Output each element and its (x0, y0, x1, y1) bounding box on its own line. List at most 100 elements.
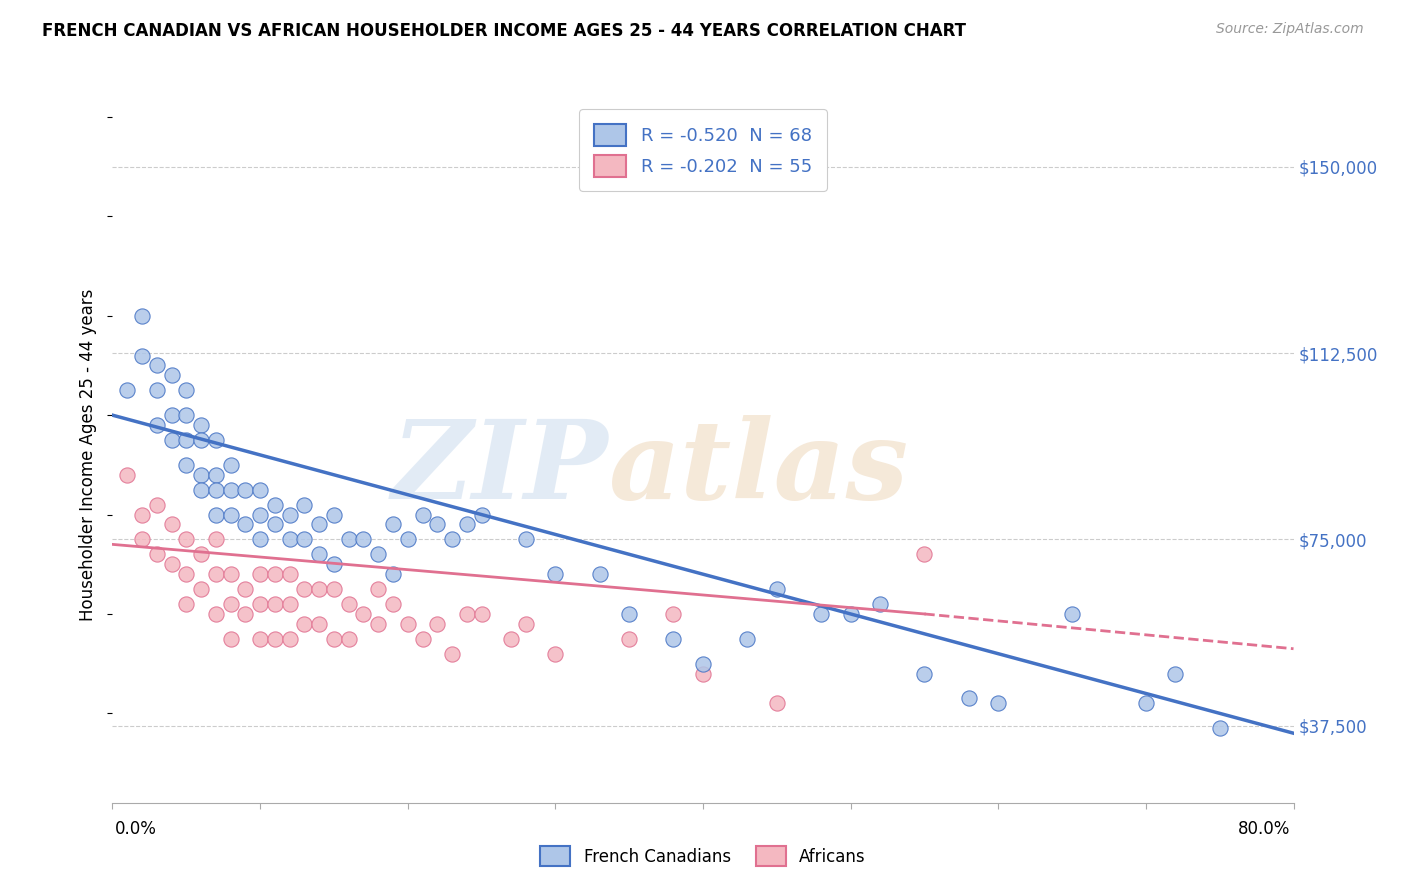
Point (441, 647, 464, 661)
Point (396, 533, 419, 547)
Point (323, 508, 346, 522)
Point (839, 607, 862, 621)
Point (174, 384, 197, 398)
Text: ZIP: ZIP (392, 415, 609, 523)
Y-axis label: Householder Income Ages 25 - 44 years: Householder Income Ages 25 - 44 years (79, 289, 97, 621)
Point (337, 597, 360, 611)
Point (352, 533, 374, 547)
Point (146, 498, 169, 512)
Point (278, 632, 301, 646)
Point (470, 607, 494, 621)
Point (292, 533, 315, 547)
Point (737, 632, 759, 646)
Point (249, 483, 271, 497)
Point (426, 517, 449, 532)
Point (174, 567, 197, 582)
Point (278, 597, 301, 611)
Point (233, 517, 256, 532)
Point (264, 498, 287, 512)
Point (219, 483, 242, 497)
Point (174, 597, 197, 611)
Point (219, 508, 242, 522)
Point (160, 558, 183, 572)
Point (441, 533, 464, 547)
Point (233, 483, 256, 497)
Point (160, 368, 183, 383)
Point (205, 567, 228, 582)
Point (233, 582, 256, 596)
Point (131, 349, 153, 363)
Point (190, 418, 212, 433)
Point (1062, 607, 1084, 621)
Point (190, 582, 212, 596)
Legend: French Canadians, Africans: French Canadians, Africans (531, 838, 875, 875)
Point (308, 616, 330, 631)
Point (501, 632, 523, 646)
Point (249, 632, 271, 646)
Point (205, 508, 228, 522)
Point (190, 467, 212, 482)
Point (692, 657, 714, 671)
Point (308, 547, 330, 561)
Point (117, 384, 138, 398)
Point (766, 697, 789, 711)
Point (264, 517, 287, 532)
Point (352, 607, 374, 621)
Point (146, 384, 169, 398)
Point (292, 582, 315, 596)
Point (544, 647, 567, 661)
Point (190, 483, 212, 497)
Point (308, 517, 330, 532)
Text: Source: ZipAtlas.com: Source: ZipAtlas.com (1216, 22, 1364, 37)
Point (205, 433, 228, 447)
Point (810, 607, 832, 621)
Point (205, 533, 228, 547)
Point (619, 632, 641, 646)
Point (766, 582, 789, 596)
Point (382, 597, 405, 611)
Point (131, 309, 153, 323)
Point (174, 433, 197, 447)
Point (278, 567, 301, 582)
Point (160, 517, 183, 532)
Point (456, 607, 478, 621)
Point (174, 408, 197, 422)
Point (219, 597, 242, 611)
Point (292, 498, 315, 512)
Point (146, 418, 169, 433)
Point (382, 517, 405, 532)
Point (131, 533, 153, 547)
Point (337, 632, 360, 646)
Point (470, 508, 494, 522)
Text: 0.0%: 0.0% (115, 820, 157, 838)
Point (278, 533, 301, 547)
Point (278, 508, 301, 522)
Point (987, 697, 1010, 711)
Point (914, 547, 936, 561)
Point (323, 632, 346, 646)
Point (367, 582, 389, 596)
Point (382, 567, 405, 582)
Point (146, 359, 169, 373)
Legend: R = -0.520  N = 68, R = -0.202  N = 55: R = -0.520 N = 68, R = -0.202 N = 55 (579, 109, 827, 191)
Point (308, 582, 330, 596)
Point (174, 533, 197, 547)
Point (233, 607, 256, 621)
Point (426, 616, 449, 631)
Point (219, 458, 242, 472)
Point (117, 467, 138, 482)
Point (957, 691, 980, 706)
Point (205, 607, 228, 621)
Point (160, 408, 183, 422)
Point (146, 547, 169, 561)
Point (323, 582, 346, 596)
Point (264, 567, 287, 582)
Point (190, 433, 212, 447)
Point (588, 567, 610, 582)
Point (411, 632, 433, 646)
Point (367, 616, 389, 631)
Point (264, 597, 287, 611)
Point (131, 508, 153, 522)
Point (619, 607, 641, 621)
Text: FRENCH CANADIAN VS AFRICAN HOUSEHOLDER INCOME AGES 25 - 44 YEARS CORRELATION CHA: FRENCH CANADIAN VS AFRICAN HOUSEHOLDER I… (42, 22, 966, 40)
